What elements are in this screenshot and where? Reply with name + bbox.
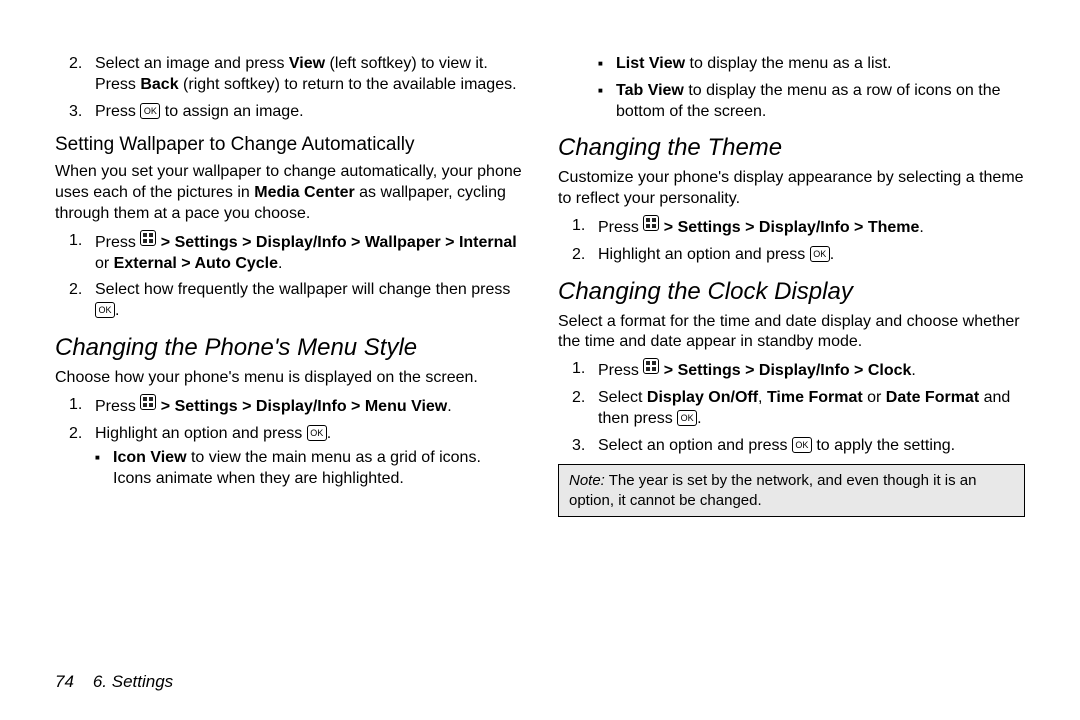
ok-key-icon: OK (95, 302, 115, 318)
text: Press (95, 103, 140, 120)
menu-path: > Settings > Display/Info > Menu View (156, 398, 447, 415)
option-label: Display On/Off (647, 389, 758, 406)
text: Select an option and press (598, 437, 792, 454)
sub-list-item: List View to display the menu as a list. (598, 54, 1025, 75)
list-item: 3. Select an option and press OK to appl… (558, 436, 1025, 457)
list-item: 2. Highlight an option and press OK. Ico… (55, 424, 522, 490)
right-column: List View to display the menu as a list.… (540, 50, 1025, 517)
heading-theme: Changing the Theme (558, 134, 1025, 162)
text: . (919, 219, 923, 236)
note-box: Note: The year is set by the network, an… (558, 464, 1025, 517)
ok-key-icon: OK (810, 246, 830, 262)
option-label: Tab View (616, 82, 684, 99)
text: , (758, 389, 767, 406)
text: to display the menu as a list. (685, 55, 891, 72)
softkey-back: Back (140, 76, 178, 93)
text: . (830, 246, 834, 263)
text: Press (95, 398, 140, 415)
menu-key-icon (643, 215, 659, 231)
option-label: List View (616, 55, 685, 72)
ok-key-icon: OK (140, 103, 160, 119)
list-item: 1. Press > Settings > Display/Info > Clo… (558, 359, 1025, 382)
list-item: 2. Select Display On/Off, Time Format or… (558, 388, 1025, 430)
text: Press (598, 362, 643, 379)
text: Select how frequently the wallpaper will… (95, 281, 510, 298)
list-item: 1. Press > Settings > Display/Info > The… (558, 216, 1025, 239)
page-number: 74 (55, 672, 74, 691)
list-item: 1. Press > Settings > Display/Info > Men… (55, 395, 522, 418)
section-label: 6. Settings (93, 672, 173, 691)
text: . (278, 255, 282, 272)
menu-path: > Settings > Display/Info > Theme (659, 219, 919, 236)
text: . (115, 302, 119, 319)
option-label: Time Format (767, 389, 863, 406)
text: to assign an image. (160, 103, 303, 120)
text: to apply the setting. (812, 437, 955, 454)
heading-menu-style: Changing the Phone's Menu Style (55, 334, 522, 362)
page-footer: 74 6. Settings (55, 672, 173, 692)
text: or (863, 389, 886, 406)
ok-key-icon: OK (677, 410, 697, 426)
subheading-wallpaper-auto: Setting Wallpaper to Change Automaticall… (55, 134, 522, 156)
note-text: The year is set by the network, and even… (569, 472, 976, 509)
menu-path: > Settings > Display/Info > Clock (659, 362, 911, 379)
softkey-view: View (289, 55, 325, 72)
text: Media Center (254, 184, 354, 201)
text: or (95, 255, 114, 272)
paragraph: When you set your wallpaper to change au… (55, 162, 522, 224)
sub-list-item: Tab View to display the menu as a row of… (598, 81, 1025, 123)
text: . (697, 410, 701, 427)
list-item: 3. Press OK to assign an image. (55, 102, 522, 123)
left-column: 2. Select an image and press View (left … (55, 50, 540, 517)
list-item: 2. Highlight an option and press OK. (558, 245, 1025, 266)
ok-key-icon: OK (307, 425, 327, 441)
text: Select (598, 389, 647, 406)
sub-list-item: Icon View to view the main menu as a gri… (95, 448, 522, 490)
text: . (911, 362, 915, 379)
heading-clock: Changing the Clock Display (558, 278, 1025, 306)
menu-key-icon (140, 230, 156, 246)
list-item: 2. Select an image and press View (left … (55, 54, 522, 96)
ok-key-icon: OK (792, 437, 812, 453)
text: Highlight an option and press (95, 425, 307, 442)
menu-key-icon (643, 358, 659, 374)
paragraph: Select a format for the time and date di… (558, 312, 1025, 354)
text: Select an image and press (95, 55, 289, 72)
text: . (447, 398, 451, 415)
text: (right softkey) to return to the availab… (179, 76, 517, 93)
option-label: Icon View (113, 449, 187, 466)
text: Highlight an option and press (598, 246, 810, 263)
menu-path: > Settings > Display/Info > Wallpaper > … (156, 234, 516, 251)
note-label: Note: (569, 472, 605, 489)
menu-path: External > Auto Cycle (114, 255, 278, 272)
option-label: Date Format (886, 389, 979, 406)
menu-key-icon (140, 394, 156, 410)
list-item: 1. Press > Settings > Display/Info > Wal… (55, 231, 522, 275)
paragraph: Customize your phone's display appearanc… (558, 168, 1025, 210)
paragraph: Choose how your phone's menu is displaye… (55, 368, 522, 389)
text: Press (95, 234, 140, 251)
text: Press (598, 219, 643, 236)
list-item: 2. Select how frequently the wallpaper w… (55, 280, 522, 322)
text: . (327, 425, 331, 442)
